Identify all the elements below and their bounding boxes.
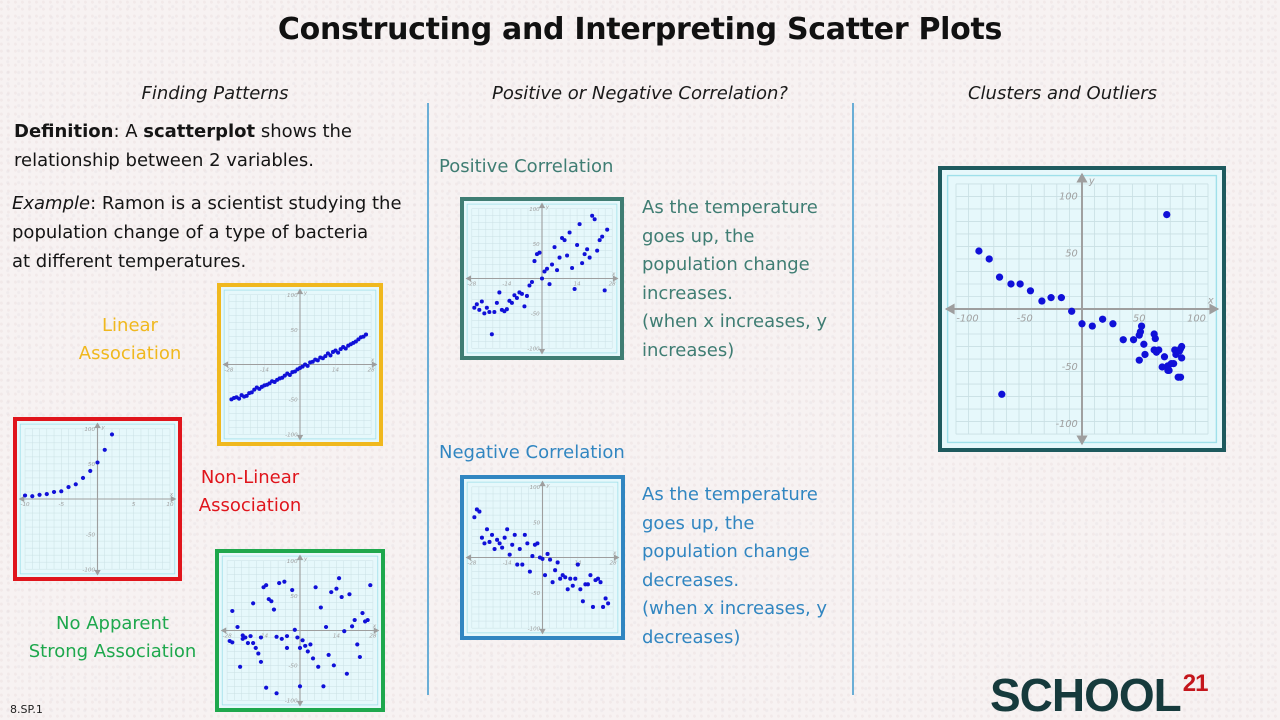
svg-text:5: 5	[132, 502, 136, 508]
scatterplot-term: scatterplot	[143, 121, 256, 142]
negative-description: As the temperature goes up, the populati…	[642, 484, 828, 648]
no-association-label: No Apparent Strong Association	[28, 613, 197, 662]
scatter-svg: -100 -50 50 100 100 50 -50 -100 x y	[944, 172, 1220, 446]
definition-text: Definition: A scatterplot shows the rela…	[14, 121, 353, 171]
svg-text:28: 28	[609, 281, 616, 287]
positive-correlation-plot: -28 -14 14 28 100 50 -50 -100 x y	[460, 197, 624, 360]
positive-description: As the temperature goes up, the populati…	[642, 197, 828, 361]
svg-text:y: y	[1088, 176, 1095, 187]
svg-text:x: x	[169, 492, 174, 498]
scatter-svg: -28 -14 14 28 100 50 -50 -100 x y	[465, 202, 619, 355]
svg-text:-50: -50	[1062, 362, 1078, 373]
svg-text:100: 100	[1059, 191, 1078, 202]
svg-text:50: 50	[1065, 248, 1077, 259]
linear-association-label: Linear Association	[78, 315, 182, 364]
svg-text:x: x	[611, 271, 616, 277]
svg-text:100: 100	[287, 559, 298, 565]
school21-logo: SCHOOL21	[990, 669, 1208, 720]
svg-text:100: 100	[529, 207, 540, 213]
svg-text:28: 28	[610, 561, 617, 567]
column-heading-finding-patterns: Finding Patterns	[141, 83, 289, 104]
scatter-svg: -10 -5 5 10 100 50 -50 -100 x y	[18, 422, 177, 576]
svg-text:-50: -50	[531, 312, 540, 318]
svg-text:y: y	[100, 425, 105, 431]
positive-correlation-label: Positive Correlation	[439, 156, 614, 177]
scatter-svg: -28 -14 14 28 100 50 -50 -100 x y	[220, 554, 380, 707]
svg-text:10: 10	[166, 502, 174, 508]
example-text: Example: Ramon is a scientist studying t…	[12, 193, 402, 272]
svg-text:28: 28	[369, 634, 377, 640]
standard-code: 8.SP.1	[10, 703, 43, 716]
column-heading-correlation: Positive or Negative Correlation?	[492, 83, 788, 104]
svg-text:-100: -100	[285, 699, 298, 705]
definition-label: Definition	[14, 121, 114, 142]
scatter-svg: -28 -14 14 28 100 50 -50 -100 x y	[222, 288, 378, 441]
no-association-scatter-plot: -28 -14 14 28 100 50 -50 -100 x y	[215, 549, 385, 712]
svg-text:-28: -28	[224, 368, 234, 374]
svg-text:-14: -14	[502, 281, 511, 287]
svg-text:-100: -100	[527, 347, 540, 353]
svg-text:-100: -100	[1056, 419, 1078, 430]
svg-text:100: 100	[287, 293, 298, 299]
svg-text:x: x	[1207, 295, 1214, 306]
nonlinear-scatter-plot: -10 -5 5 10 100 50 -50 -100 x y	[13, 417, 182, 581]
svg-text:28: 28	[368, 368, 376, 374]
svg-text:50: 50	[533, 242, 540, 248]
column-divider-right	[852, 103, 854, 695]
svg-text:y: y	[545, 205, 550, 211]
svg-text:50: 50	[290, 594, 298, 600]
clusters-outliers-plot: -100 -50 50 100 100 50 -50 -100 x y	[938, 166, 1226, 452]
column-divider-left	[427, 103, 429, 695]
svg-text:-100: -100	[285, 433, 298, 439]
svg-text:100: 100	[84, 427, 95, 433]
svg-text:100: 100	[530, 485, 541, 491]
nonlinear-association-label: Non-Linear Association	[198, 467, 302, 516]
svg-text:-50: -50	[1017, 314, 1033, 325]
svg-text:-50: -50	[86, 533, 96, 539]
svg-text:-10: -10	[20, 502, 30, 508]
svg-text:x: x	[612, 550, 617, 556]
svg-text:-50: -50	[531, 591, 540, 597]
svg-text:x: x	[370, 357, 375, 363]
svg-text:50: 50	[291, 328, 299, 334]
svg-text:-28: -28	[467, 281, 476, 287]
svg-text:-14: -14	[503, 561, 512, 567]
svg-text:14: 14	[332, 368, 340, 374]
svg-text:-28: -28	[467, 561, 476, 567]
svg-text:y: y	[303, 557, 308, 563]
svg-text:y: y	[303, 291, 308, 297]
svg-text:-100: -100	[956, 314, 978, 325]
svg-text:-100: -100	[528, 627, 541, 633]
linear-scatter-plot: -28 -14 14 28 100 50 -50 -100 x y	[217, 283, 383, 446]
svg-text:-14: -14	[259, 634, 269, 640]
svg-text:50: 50	[88, 462, 96, 468]
svg-text:100: 100	[1187, 314, 1206, 325]
svg-text:-100: -100	[82, 568, 95, 574]
svg-text:-14: -14	[260, 368, 270, 374]
column-heading-clusters: Clusters and Outliers	[967, 83, 1158, 104]
example-label: Example	[12, 193, 91, 214]
svg-text:-28: -28	[222, 634, 232, 640]
svg-text:50: 50	[533, 521, 540, 527]
svg-text:x: x	[372, 623, 377, 629]
svg-text:14: 14	[574, 281, 581, 287]
svg-text:y: y	[545, 483, 550, 489]
negative-correlation-label: Negative Correlation	[439, 442, 625, 463]
svg-text:50: 50	[1133, 314, 1145, 325]
svg-text:-5: -5	[58, 502, 64, 508]
svg-text:14: 14	[333, 634, 341, 640]
svg-text:-50: -50	[289, 398, 299, 404]
page-title: Constructing and Interpreting Scatter Pl…	[277, 12, 1003, 47]
svg-text:-50: -50	[288, 664, 298, 670]
